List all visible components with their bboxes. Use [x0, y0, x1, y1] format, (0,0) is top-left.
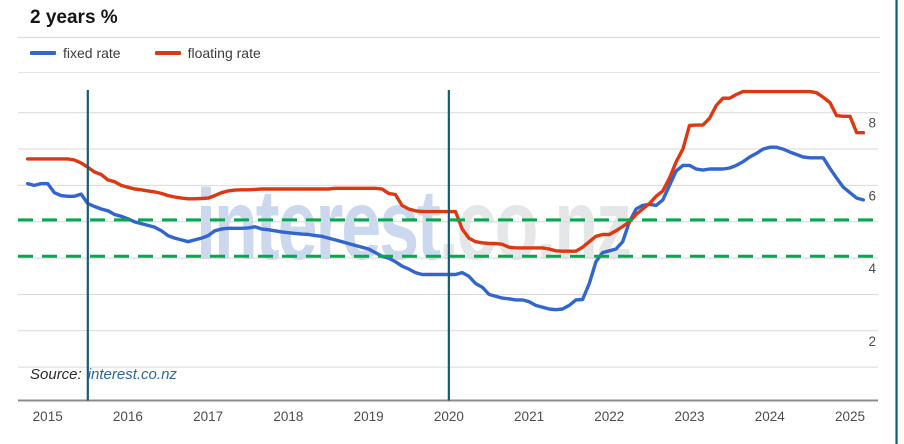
x-axis-tick-label: 2017 — [193, 409, 223, 424]
y-axis-tick-label: 4 — [868, 261, 876, 276]
series-line-fixed-rate — [25, 145, 866, 312]
source: Source: interest.co.nz — [30, 366, 177, 383]
fixed-rate-line-swatch-icon — [30, 51, 56, 55]
x-axis-tick-label: 2022 — [594, 409, 624, 424]
legend-label-fixed-rate: fixed rate — [63, 45, 121, 61]
watermark: interest.co.nz — [196, 168, 632, 283]
legend-divider — [18, 72, 880, 73]
x-axis-tick-label: 2020 — [434, 409, 464, 424]
x-axis-tick-label: 2019 — [354, 409, 384, 424]
watermark-text-conz: .co.nz — [438, 169, 632, 281]
legend-item-floating-rate[interactable]: floating rate — [154, 45, 261, 61]
x-axis-tick-label: 2025 — [835, 409, 865, 424]
y-axis-tick-label: 6 — [868, 188, 876, 203]
x-axis-tick-label: 2015 — [33, 409, 63, 424]
x-axis-tick-label: 2024 — [755, 409, 786, 424]
series-line-floating-rate — [25, 89, 866, 253]
x-axis-tick-label: 2021 — [514, 409, 544, 424]
page-title: 2 years % — [30, 7, 118, 28]
y-axis-tick-label: 8 — [868, 116, 876, 131]
title-divider — [18, 37, 880, 38]
legend: fixed rate floating rate — [30, 44, 261, 62]
legend-label-floating-rate: floating rate — [187, 45, 261, 61]
floating-rate-line-swatch-icon — [154, 51, 181, 55]
x-axis-tick-label: 2023 — [675, 409, 705, 424]
y-axis-tick-label: 2 — [868, 334, 876, 349]
source-link[interactable]: interest.co.nz — [87, 366, 177, 383]
x-axis-tick-label: 2018 — [273, 409, 303, 424]
x-axis-tick-label: 2016 — [113, 409, 143, 424]
legend-item-fixed-rate[interactable]: fixed rate — [30, 45, 121, 61]
source-label: Source: — [30, 366, 82, 383]
